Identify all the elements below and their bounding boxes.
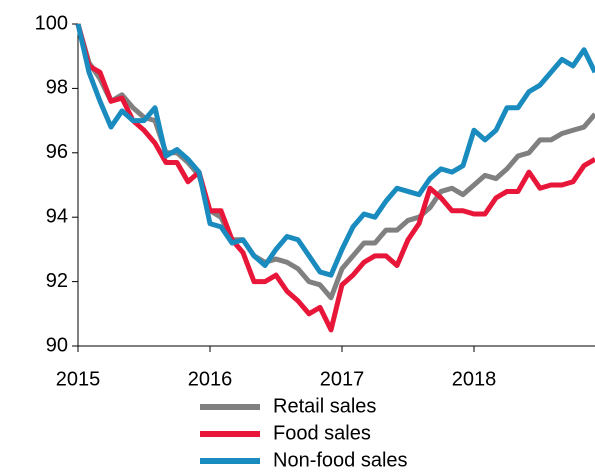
series-line: [75, 23, 595, 278]
y-tick-label: 90: [46, 334, 68, 356]
legend-label: Retail sales: [273, 395, 376, 417]
series-line: [75, 23, 595, 333]
x-tick-label: 2016: [188, 368, 233, 390]
x-tick-label: 2018: [452, 368, 497, 390]
y-tick-label: 100: [35, 12, 68, 34]
y-tick-label: 98: [46, 77, 68, 99]
y-tick-label: 92: [46, 270, 68, 292]
legend-label: Food sales: [273, 422, 371, 444]
x-tick-label: 2015: [56, 368, 101, 390]
x-tick-label: 2017: [320, 368, 365, 390]
y-tick-label: 96: [46, 141, 68, 163]
legend-label: Non-food sales: [273, 449, 408, 471]
y-tick-label: 94: [46, 205, 68, 227]
